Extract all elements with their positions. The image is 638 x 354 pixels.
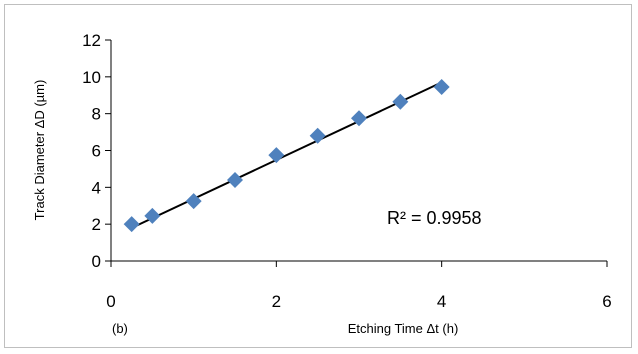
data-point [433,78,450,95]
y-tick-label: 6 [92,142,101,161]
y-tick-label: 0 [92,252,101,271]
y-tick-label: 8 [92,105,101,124]
r-squared-annotation: R² = 0.9958 [387,208,482,228]
x-tick-label: 4 [437,292,446,311]
panel-label: (b) [112,321,128,336]
x-ticks: 0 2 4 6 [106,261,612,311]
data-point [268,147,285,164]
x-tick-label: 6 [602,292,611,311]
trendline [131,81,443,229]
y-axis-title: Track Diameter ΔD (µm) [32,80,47,221]
y-tick-label: 4 [92,178,101,197]
x-axis-title: Etching Time Δt (h) [348,321,459,336]
data-point [309,127,326,144]
data-point [227,171,243,188]
y-tick-label: 10 [82,68,101,87]
data-point [392,93,409,110]
axes [110,40,607,262]
data-point [144,207,161,224]
y-tick-label: 12 [82,31,101,50]
x-tick-label: 0 [106,292,115,311]
chart-frame [4,4,632,348]
data-point [123,216,140,233]
data-point [185,193,202,210]
y-tick-label: 2 [92,215,101,234]
y-ticks: 0 2 4 6 8 10 12 [82,31,111,271]
x-tick-label: 2 [272,292,281,311]
data-point [351,110,367,127]
data-points [123,78,450,233]
